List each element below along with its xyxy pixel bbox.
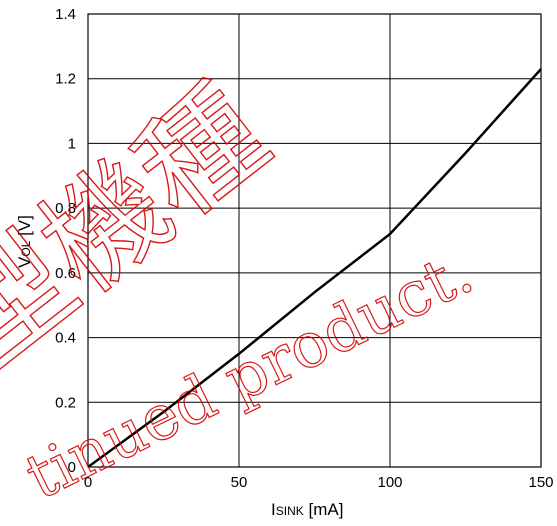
y-tick-label: 0.6: [55, 265, 76, 282]
y-tick-label: 1.4: [55, 6, 76, 23]
y-tick-labels: 0 0.2 0.4 0.6 0.8 1 1.2 1.4: [55, 6, 76, 476]
y-tick-label: 0.8: [55, 200, 76, 217]
y-axis-label-sub: OL: [19, 240, 33, 256]
y-tick-label: 1: [68, 135, 76, 152]
x-tick-label: 150: [528, 474, 553, 491]
watermark: 型機種 tinued product.: [0, 61, 484, 514]
y-tick-label: 0.4: [55, 330, 76, 347]
series: [87, 68, 542, 469]
y-axis-label-unit: [V]: [15, 215, 34, 241]
x-axis-label-main: I: [271, 500, 276, 519]
x-tick-label: 100: [377, 474, 402, 491]
y-tick-label: 0.2: [55, 394, 76, 411]
x-tick-label: 0: [84, 474, 92, 491]
plot-frame: [87, 13, 542, 468]
x-axis-label: ISINK [mA]: [271, 500, 343, 519]
y-tick-label: 1.2: [55, 71, 76, 88]
y-tick-label: 0: [68, 459, 76, 476]
x-tick-labels: 0 50 100 150: [84, 474, 554, 491]
series-line: [87, 68, 542, 469]
y-axis-label-main: V: [15, 256, 34, 268]
x-tick-label: 50: [231, 474, 248, 491]
x-axis-label-sub: SINK: [276, 504, 304, 518]
x-axis-label-unit: [mA]: [304, 500, 344, 519]
y-axis-label: VOL [V]: [15, 215, 34, 268]
